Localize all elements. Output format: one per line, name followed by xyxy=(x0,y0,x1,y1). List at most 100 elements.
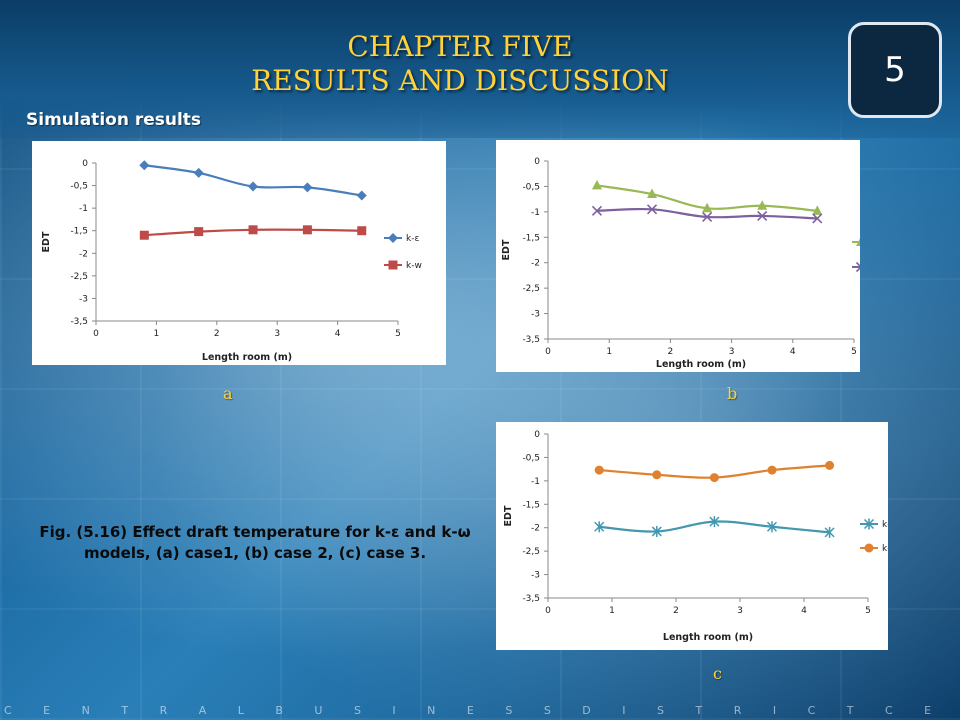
y-tick-label: -3 xyxy=(531,571,540,581)
data-point xyxy=(248,181,259,192)
data-point xyxy=(824,526,835,538)
data-point xyxy=(356,190,367,201)
data-point xyxy=(652,470,662,480)
y-tick-label: -1,5 xyxy=(522,233,540,243)
y-tick-label: -2,5 xyxy=(522,547,540,557)
x-tick-label: 4 xyxy=(335,329,341,339)
y-tick-label: -2 xyxy=(531,524,540,534)
data-point xyxy=(766,521,778,533)
title-band xyxy=(0,0,960,138)
legend-marker xyxy=(864,543,874,553)
y-tick-label: -0,5 xyxy=(522,453,540,463)
marker-stroke xyxy=(646,204,658,215)
y-tick-label: -0,5 xyxy=(522,182,540,192)
y-tick-label: -3,5 xyxy=(522,594,540,604)
y-tick-label: -1,5 xyxy=(70,227,88,237)
x-tick-label: 3 xyxy=(274,329,280,339)
data-point xyxy=(702,202,713,213)
x-tick-label: 1 xyxy=(154,329,160,339)
x-tick-label: 1 xyxy=(606,347,612,357)
legend-marker xyxy=(388,260,398,270)
x-tick-label: 5 xyxy=(865,606,871,616)
y-tick-label: -2 xyxy=(79,249,88,259)
marker-stroke xyxy=(591,205,603,216)
x-axis-label: Length room (m) xyxy=(663,632,753,643)
data-point xyxy=(702,211,713,223)
data-point xyxy=(757,200,768,210)
marker-stroke xyxy=(855,266,860,273)
data-point xyxy=(302,182,313,193)
x-tick-label: 5 xyxy=(395,329,401,339)
y-tick-label: 0 xyxy=(534,430,540,440)
data-point xyxy=(139,160,150,171)
chart-panel-c: 0 -0,5 -1 -1,5 -2 -2,5 -3 -3,5 0 1 2 3 4 5 Length room… xyxy=(496,422,888,650)
marker-stroke xyxy=(812,213,823,224)
data-point xyxy=(651,525,662,537)
data-point xyxy=(302,225,312,235)
marker-stroke xyxy=(702,211,713,223)
data-point xyxy=(709,516,720,528)
data-point xyxy=(594,465,604,475)
data-point xyxy=(812,213,823,224)
chart-c: 0 -0,5 -1 -1,5 -2 -2,5 -3 -3,5 0 1 2 3 4 5 Length room… xyxy=(503,430,888,643)
data-point xyxy=(591,179,602,190)
y-tick-label: -1,5 xyxy=(522,500,540,510)
footer-text: C E N T R A L B U S I N E S S D I S T R … xyxy=(4,704,960,717)
section-subtitle: Simulation results xyxy=(26,110,202,130)
y-tick-label: -1 xyxy=(531,477,540,487)
legend-marker xyxy=(856,238,860,246)
y-tick-label: -0,5 xyxy=(70,182,88,192)
y-tick-label: -3,5 xyxy=(70,317,88,327)
slide-title: CHAPTER FIVE RESULTS AND DISCUSSION xyxy=(0,30,940,98)
x-axis-label: Length room (m) xyxy=(656,359,746,370)
y-tick-label: -1 xyxy=(79,204,88,214)
chart-panel-a: 0 -0,5 -1 -1,5 -2 -2,5 -3 -3,5 0 1 2 3 4 5 Length room… xyxy=(32,141,446,365)
y-tick-label: -2 xyxy=(531,259,540,269)
legend-marker xyxy=(388,233,398,243)
x-tick-label: 3 xyxy=(737,606,743,616)
marker-stroke xyxy=(855,261,860,268)
data-point xyxy=(194,227,204,237)
chart-panel-b: 0 -0,5 -1 -1,5 -2 -2,5 -3 -3,5 0 1 2 3 4 5 Length room… xyxy=(496,140,860,372)
x-tick-label: 4 xyxy=(790,347,796,357)
chart-b: 0 -0,5 -1 -1,5 -2 -2,5 -3 -3,5 0 1 2 3 4 5 Length room… xyxy=(501,157,860,370)
marker-stroke xyxy=(757,210,768,221)
x-tick-label: 4 xyxy=(801,606,807,616)
y-axis-label: EDT xyxy=(501,239,512,260)
data-point xyxy=(757,210,768,221)
y-tick-label: -2,5 xyxy=(522,284,540,294)
x-tick-label: 2 xyxy=(668,347,674,357)
x-tick-label: 0 xyxy=(545,606,551,616)
data-point xyxy=(591,205,603,216)
y-tick-label: -3,5 xyxy=(522,335,540,345)
data-point xyxy=(647,188,658,199)
data-point xyxy=(139,230,149,240)
legend-label: k-ε xyxy=(882,520,888,530)
x-tick-label: 2 xyxy=(673,606,679,616)
x-tick-label: 5 xyxy=(851,347,857,357)
x-tick-label: 2 xyxy=(214,329,220,339)
x-tick-label: 1 xyxy=(609,606,615,616)
chapter-badge: 5 xyxy=(848,22,942,118)
chart-a: 0 -0,5 -1 -1,5 -2 -2,5 -3 -3,5 0 1 2 3 4 5 Length room… xyxy=(41,159,422,363)
y-tick-label: -3 xyxy=(531,310,540,320)
figure-caption: Fig. (5.16) Effect draft temperature for… xyxy=(39,523,471,562)
data-point xyxy=(248,225,258,235)
panel-label-c: c xyxy=(713,664,722,683)
data-point xyxy=(594,521,605,533)
y-tick-label: 0 xyxy=(82,159,88,169)
x-tick-label: 0 xyxy=(93,329,99,339)
legend-label: k-ε xyxy=(406,234,419,244)
legend-marker xyxy=(855,261,860,273)
y-axis-label: EDT xyxy=(503,505,514,526)
data-point xyxy=(193,167,204,178)
x-tick-label: 3 xyxy=(729,347,735,357)
data-point xyxy=(646,204,658,215)
data-point xyxy=(767,465,777,475)
x-axis-label: Length room (m) xyxy=(202,352,292,363)
x-tick-label: 0 xyxy=(545,347,551,357)
title-line-2: RESULTS AND DISCUSSION xyxy=(251,64,669,97)
panel-label-b: b xyxy=(727,384,738,403)
data-point xyxy=(825,460,835,470)
legend-label: k-w xyxy=(406,261,422,271)
